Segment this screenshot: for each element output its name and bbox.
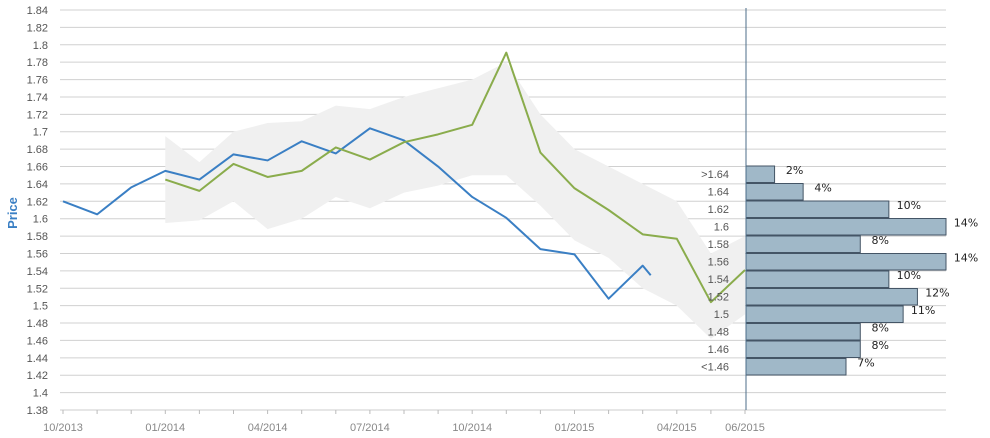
histogram-bar <box>745 235 861 253</box>
y-tick-label: 1.74 <box>27 92 48 104</box>
x-tick-label: 01/2014 <box>145 422 185 434</box>
histogram-percent-label: 8% <box>872 322 889 335</box>
histogram-percent-label: 4% <box>814 182 831 195</box>
y-tick-label: 1.56 <box>27 248 48 260</box>
y-tick-label: 1.82 <box>27 22 48 34</box>
histogram-bar <box>745 288 918 306</box>
x-tick-label: 01/2015 <box>555 422 595 434</box>
y-tick-label: 1.38 <box>27 405 48 417</box>
histogram-bar <box>745 270 890 288</box>
histogram-bar <box>745 165 776 183</box>
y-tick-label: 1.64 <box>27 179 48 191</box>
histogram-bin-label: 1.58 <box>708 239 729 251</box>
histogram-bar <box>745 305 904 323</box>
x-tick-label: 06/2015 <box>725 422 765 434</box>
histogram-percent-label: 10% <box>897 199 921 212</box>
histogram-percent-label: 2% <box>786 164 803 177</box>
y-axis-ticks: 1.38 1.4 1.42 1.44 1.46 1.48 1.5 1.52 1.54 1.56 1.… <box>27 5 48 417</box>
histogram-percent-label: 10% <box>897 269 921 282</box>
price-series <box>62 51 746 304</box>
y-tick-label: 1.6 <box>33 214 48 226</box>
y-tick-label: 1.48 <box>27 318 48 330</box>
x-tick-label: 07/2014 <box>350 422 390 434</box>
confidence-band <box>165 62 746 339</box>
y-tick-label: 1.66 <box>27 162 48 174</box>
histogram-bin-label: >1.64 <box>701 169 729 181</box>
y-tick-label: 1.84 <box>27 5 48 17</box>
histogram-bar <box>745 200 890 218</box>
x-tick-label: 04/2015 <box>657 422 697 434</box>
histogram-percent-label: 12% <box>925 287 949 300</box>
histogram-bin-label: 1.56 <box>708 257 729 269</box>
x-tick-label: 04/2014 <box>248 422 288 434</box>
y-tick-label: 1.58 <box>27 231 48 243</box>
y-tick-label: 1.7 <box>33 127 48 139</box>
histogram-bar <box>745 323 861 341</box>
histogram-percent-label: 8% <box>872 339 889 352</box>
y-tick-label: 1.52 <box>27 283 48 295</box>
y-tick-label: 1.72 <box>27 109 48 121</box>
histogram-bin-label: 1.62 <box>708 204 729 216</box>
y-tick-label: 1.46 <box>27 335 48 347</box>
y-tick-label: 1.44 <box>27 353 48 365</box>
y-tick-label: 1.4 <box>33 388 48 400</box>
y-axis-label: Price <box>5 197 20 229</box>
histogram-bar <box>745 358 847 376</box>
histogram-bin-label: 1.48 <box>708 327 729 339</box>
x-tick-label: 10/2014 <box>452 422 492 434</box>
histogram-percent-label: 8% <box>872 234 889 247</box>
histogram-percent-label: 11% <box>911 304 935 317</box>
y-tick-label: 1.5 <box>33 301 48 313</box>
histogram-bin-label: 1.52 <box>708 292 729 304</box>
x-tick-label: 10/2013 <box>43 422 83 434</box>
series-line-2 <box>164 51 746 304</box>
histogram-bin-label: 1.5 <box>714 309 729 321</box>
y-tick-label: 1.42 <box>27 370 48 382</box>
histogram-percent-label: 7% <box>857 357 874 370</box>
histogram-bar <box>745 218 947 236</box>
y-tick-label: 1.62 <box>27 196 48 208</box>
histogram-percent-label: 14% <box>954 217 978 230</box>
series-line-1 <box>62 127 652 300</box>
histogram-bar <box>745 253 947 271</box>
y-tick-label: 1.54 <box>27 266 48 278</box>
histogram-bar <box>745 340 861 358</box>
y-tick-label: 1.68 <box>27 144 48 156</box>
x-axis-ticks: 10/2013 01/2014 04/2014 07/2014 10/2014 01/20… <box>43 410 765 434</box>
histogram-bin-label: 1.46 <box>708 344 729 356</box>
price-histogram: >1.64 2% 1.64 4% 1.62 10% 1.6 14% 1.58 8% 1.56 14% 1… <box>701 164 978 376</box>
band-area <box>165 62 746 339</box>
histogram-bin-label: 1.6 <box>714 222 729 234</box>
axes <box>60 8 747 411</box>
histogram-bar <box>745 183 804 201</box>
histogram-percent-label: 14% <box>954 252 978 265</box>
y-tick-label: 1.76 <box>27 75 48 87</box>
y-tick-label: 1.78 <box>27 57 48 69</box>
y-tick-label: 1.8 <box>33 40 48 52</box>
histogram-bin-label: 1.64 <box>708 187 729 199</box>
histogram-bin-label: 1.54 <box>708 274 729 286</box>
histogram-bin-label: <1.46 <box>701 362 729 374</box>
